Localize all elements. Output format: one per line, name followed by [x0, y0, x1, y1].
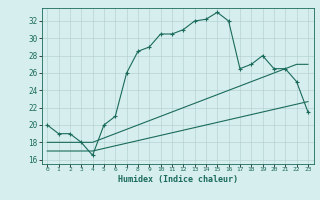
X-axis label: Humidex (Indice chaleur): Humidex (Indice chaleur): [118, 175, 237, 184]
